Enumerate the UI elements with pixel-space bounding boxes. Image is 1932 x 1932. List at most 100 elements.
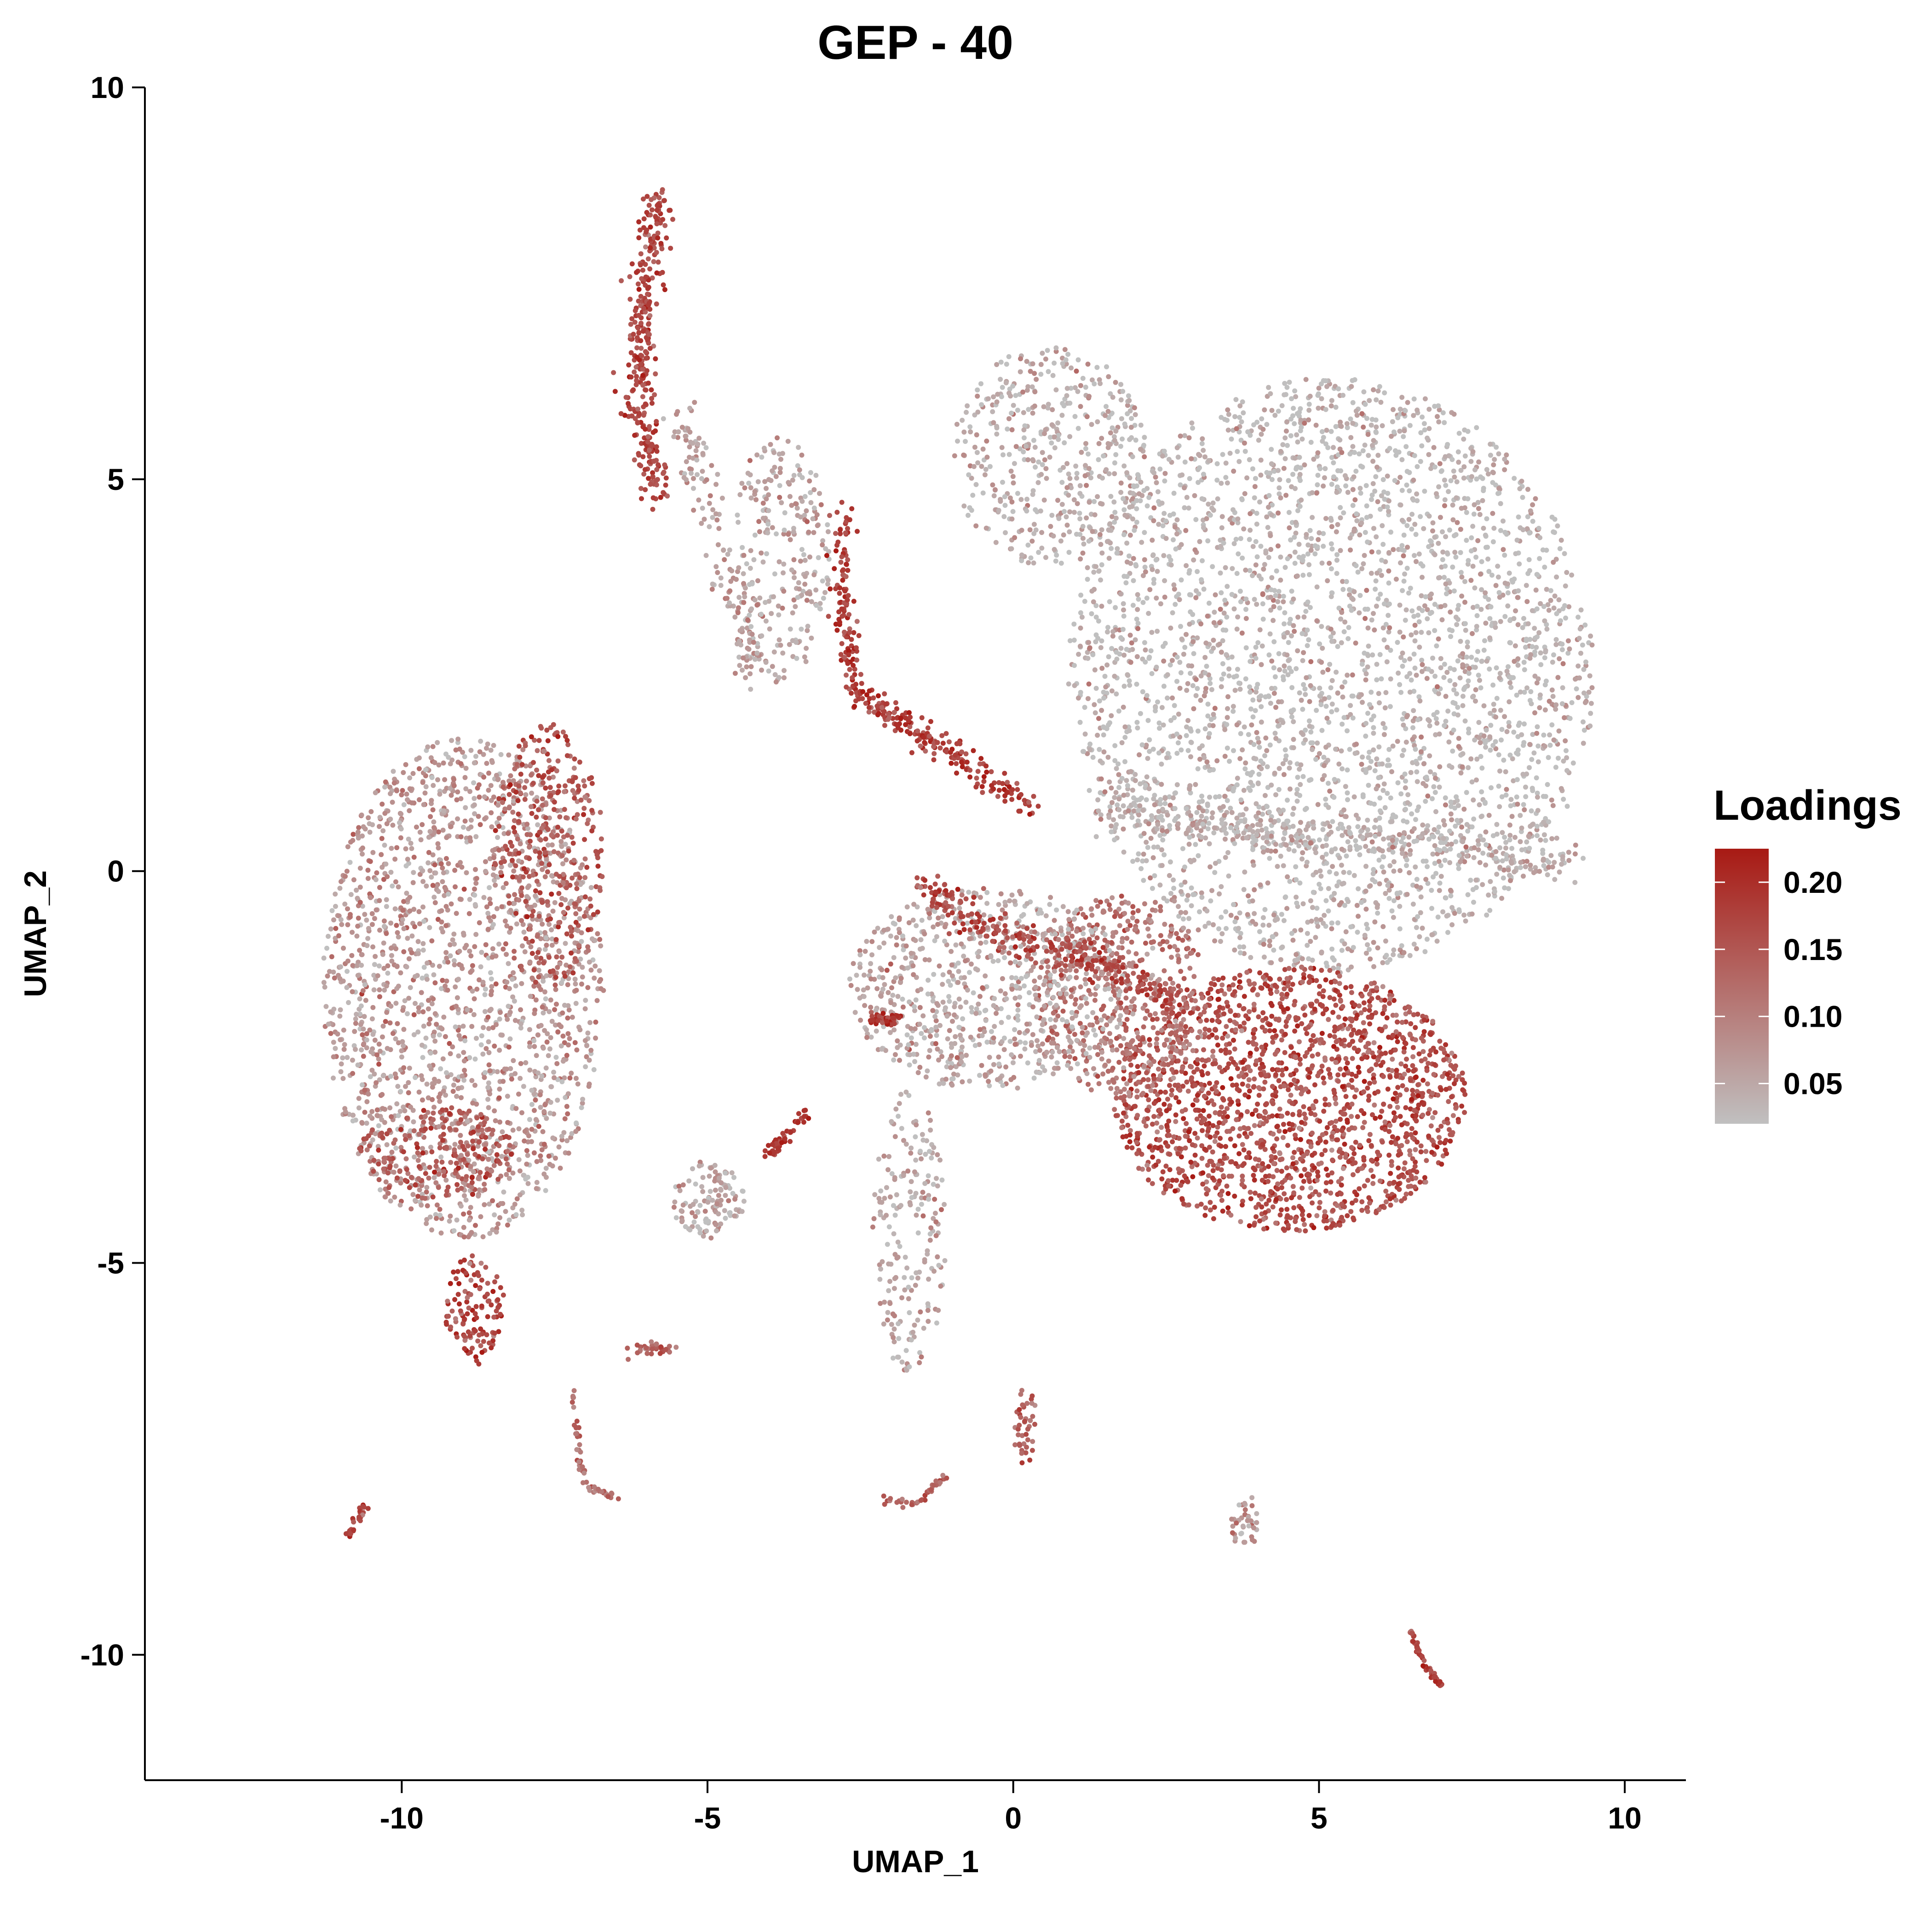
data-point	[1372, 1102, 1377, 1108]
data-point	[1167, 662, 1173, 667]
data-point	[1396, 670, 1401, 676]
data-point	[1019, 528, 1024, 533]
data-point	[1403, 1105, 1409, 1110]
data-point	[1247, 537, 1252, 542]
data-point	[1011, 480, 1016, 486]
data-point	[1330, 1010, 1336, 1015]
data-point	[1374, 661, 1380, 667]
data-point	[1191, 706, 1196, 712]
data-point	[1418, 430, 1424, 436]
data-point	[1361, 1020, 1366, 1025]
data-point	[1218, 570, 1223, 576]
data-point	[1273, 1017, 1279, 1022]
data-point	[1109, 514, 1115, 519]
data-point	[1142, 454, 1147, 460]
data-point	[1423, 877, 1429, 882]
data-point	[1419, 669, 1425, 674]
data-point	[1530, 732, 1535, 737]
data-point	[1252, 887, 1257, 892]
data-point	[1284, 385, 1290, 390]
data-point	[1462, 718, 1468, 724]
data-point	[1166, 1183, 1172, 1189]
data-point	[961, 429, 967, 435]
data-point	[1175, 740, 1181, 746]
data-point	[1257, 745, 1262, 750]
data-point	[1003, 380, 1009, 385]
data-point	[1242, 766, 1248, 771]
data-point	[1533, 496, 1538, 501]
data-point	[1345, 728, 1350, 734]
data-point	[1442, 822, 1447, 828]
data-point	[1185, 893, 1191, 898]
data-point	[1440, 557, 1445, 563]
data-point	[1082, 473, 1088, 478]
data-point	[1387, 625, 1392, 631]
data-point	[1497, 671, 1503, 676]
data-point	[1301, 650, 1306, 656]
data-point	[1472, 502, 1477, 507]
data-point	[1278, 853, 1283, 859]
data-point	[1380, 523, 1385, 529]
data-point	[1165, 1097, 1170, 1102]
data-point	[1307, 393, 1313, 399]
data-point	[1128, 769, 1133, 774]
data-point	[1448, 887, 1453, 893]
data-point	[1426, 513, 1432, 519]
data-point	[1327, 1071, 1333, 1077]
data-point	[1314, 1178, 1320, 1183]
data-point	[1150, 855, 1156, 861]
data-point	[1204, 908, 1210, 914]
data-point	[1397, 475, 1403, 480]
data-point	[1089, 611, 1094, 616]
data-point	[1501, 758, 1506, 763]
data-point	[1279, 912, 1284, 917]
data-point	[1288, 537, 1294, 543]
data-point	[980, 490, 986, 496]
data-point	[1477, 512, 1483, 517]
data-point	[1102, 673, 1108, 679]
data-point	[1469, 824, 1475, 830]
data-point	[1305, 599, 1311, 605]
data-point	[1134, 519, 1139, 525]
data-point	[1554, 574, 1559, 580]
data-point	[1553, 637, 1559, 642]
data-point	[1120, 627, 1126, 632]
data-point	[1318, 874, 1324, 879]
data-point	[1219, 525, 1225, 530]
data-point	[1191, 557, 1196, 563]
data-point	[1368, 570, 1374, 576]
data-point	[1146, 656, 1152, 661]
data-point	[1134, 483, 1139, 489]
data-point	[1138, 479, 1144, 485]
data-point	[1224, 1184, 1230, 1189]
data-point	[1430, 851, 1436, 857]
data-point	[1527, 530, 1532, 536]
data-point	[1368, 690, 1374, 695]
data-point	[1317, 530, 1322, 535]
data-point	[1351, 450, 1357, 455]
data-point	[1483, 621, 1489, 626]
data-point	[1503, 792, 1509, 798]
data-point	[1172, 791, 1178, 796]
data-point	[1517, 720, 1522, 726]
data-point	[1142, 557, 1147, 563]
data-point	[1291, 623, 1296, 628]
data-point	[1163, 1163, 1169, 1169]
data-point	[1534, 572, 1540, 577]
data-point	[1212, 870, 1218, 875]
data-point	[1194, 1098, 1200, 1103]
data-point	[1310, 515, 1315, 520]
data-point	[1176, 1099, 1182, 1105]
data-point	[1081, 749, 1087, 754]
data-point	[1556, 728, 1562, 734]
data-point	[1178, 482, 1183, 488]
data-point	[1161, 722, 1166, 728]
data-point	[1523, 794, 1529, 799]
data-point	[1000, 479, 1005, 485]
data-point	[1241, 1006, 1246, 1012]
data-point	[1271, 1174, 1276, 1179]
data-point	[1214, 461, 1220, 466]
data-point	[1112, 1107, 1117, 1112]
data-point	[1318, 886, 1323, 891]
